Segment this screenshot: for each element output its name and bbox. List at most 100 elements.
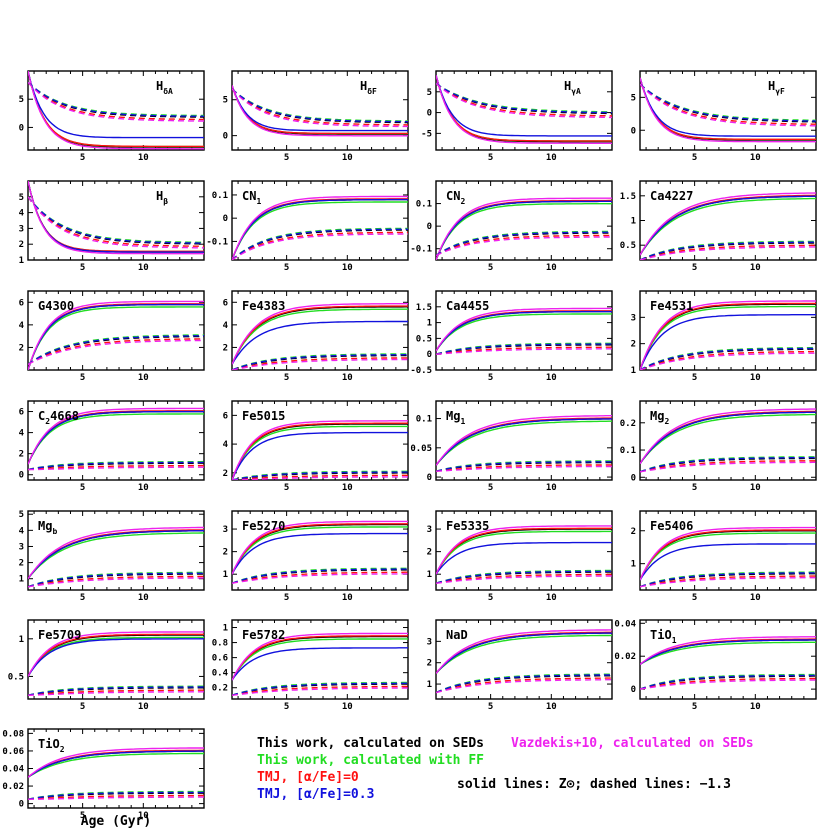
- panel-label: HδA: [156, 79, 173, 96]
- series-vaz-solid: [640, 408, 816, 465]
- y-tick-label: 0: [223, 214, 228, 224]
- panel-label: HγA: [564, 79, 581, 96]
- y-tick-label: 3: [427, 637, 432, 647]
- series-tmj03-solid: [28, 750, 204, 778]
- panel-tio-1: 5 10 0.04 0.02 0 TiO1: [614, 619, 817, 712]
- panel-fe5406: 5 10 2 1 Fe5406: [631, 510, 817, 603]
- series-vaz-solid: [28, 747, 204, 778]
- x-tick-label: 10: [342, 153, 353, 163]
- panel-frame: [435, 619, 613, 700]
- panel-fe4531: 5 10 3 2 1 Fe4531: [631, 290, 817, 383]
- y-tick-label: 4: [223, 321, 229, 331]
- panel-label-sub: γA: [571, 87, 581, 96]
- series-vaz-dashed: [232, 358, 408, 370]
- series-tmj03-solid: [28, 303, 204, 370]
- y-tick-label: 5: [19, 193, 24, 203]
- panel-label: Ca4455: [446, 299, 489, 313]
- x-tick-label: 10: [750, 373, 761, 383]
- series-vaz-solid: [640, 192, 816, 256]
- y-tick-label: 0.08: [2, 729, 24, 739]
- panel-frame: [231, 619, 409, 700]
- series-tmj0-dashed: [436, 573, 612, 584]
- series-tmj0-solid: [232, 635, 408, 681]
- x-tick-label: 10: [138, 153, 149, 163]
- panel-frame: [435, 70, 613, 151]
- series-ff-solid: [640, 641, 816, 666]
- series-tmj0-dashed: [232, 231, 408, 260]
- y-tick-label: 1: [427, 570, 432, 580]
- x-tick-label: 5: [284, 263, 289, 273]
- x-tick-label: 10: [750, 153, 761, 163]
- panel-label: Fe5335: [446, 519, 489, 533]
- series-tmj03-solid: [640, 411, 816, 465]
- series-tmj03-dashed: [232, 682, 408, 696]
- x-tick-label: 5: [284, 373, 289, 383]
- y-tick-label: 0: [427, 222, 432, 232]
- x-tick-label: 10: [750, 702, 761, 712]
- series-vaz-solid: [232, 195, 408, 260]
- y-tick-label: 0: [427, 350, 432, 360]
- series-vaz-solid: [232, 520, 408, 575]
- panel-label-sub: 1: [672, 636, 677, 645]
- y-tick-label: 0: [631, 685, 636, 695]
- y-tick-label: 0.04: [2, 765, 24, 775]
- series-tmj03-dashed: [436, 231, 612, 257]
- series-vaz-solid: [436, 197, 612, 260]
- y-tick-label: 2: [19, 450, 24, 460]
- x-tick-label: 5: [488, 483, 493, 493]
- y-tick-label: 5: [631, 93, 636, 103]
- series-sed-solid: [28, 71, 204, 148]
- panel-cn-1: 5 10 0.1 0 -0.1 CN1: [206, 180, 409, 273]
- x-tick-label: 10: [138, 702, 149, 712]
- series-tmj0-solid: [232, 422, 408, 480]
- series-ff-solid: [640, 413, 816, 465]
- series-sed-dashed: [436, 461, 612, 472]
- y-tick-label: 0.2: [620, 419, 636, 429]
- series-vaz-solid: [28, 300, 204, 370]
- x-tick-label: 5: [80, 373, 85, 383]
- panel-mg-1: 5 10 0.1 0.05 0 Mg1: [410, 400, 613, 493]
- panel-h-f: 5 10 5 0 HδF: [223, 70, 409, 163]
- series-tmj03-solid: [232, 320, 408, 365]
- series-tmj03-dashed: [232, 568, 408, 584]
- x-tick-label: 5: [80, 811, 85, 821]
- series-tmj0-dashed: [640, 83, 816, 125]
- x-tick-label: 10: [138, 263, 149, 273]
- series-ff-solid: [28, 71, 204, 148]
- series-tmj0-solid: [640, 77, 816, 140]
- series-ff-dashed: [28, 196, 204, 243]
- series-tmj03-solid: [232, 85, 408, 132]
- y-tick-label: 0.1: [212, 191, 228, 201]
- x-tick-label: 5: [80, 702, 85, 712]
- x-tick-label: 5: [692, 702, 697, 712]
- x-tick-label: 5: [488, 373, 493, 383]
- panel-label: G4300: [38, 299, 74, 313]
- x-tick-label: 10: [138, 811, 149, 821]
- y-tick-label: 1: [631, 217, 636, 227]
- series-sed-solid: [640, 77, 816, 141]
- y-tick-label: 3: [19, 542, 24, 552]
- series-ff-solid: [28, 306, 204, 370]
- panel-label: Ca4227: [650, 189, 693, 203]
- series-tmj03-solid: [436, 75, 612, 137]
- series-vaz-dashed: [436, 679, 612, 694]
- series-vaz-dashed: [640, 352, 816, 370]
- series-tmj0-dashed: [436, 82, 612, 117]
- panel-frame: [231, 400, 409, 481]
- series-ff-solid: [232, 201, 408, 260]
- series-tmj03-solid: [640, 195, 816, 256]
- panel-label: HγF: [768, 79, 785, 96]
- x-tick-label: 10: [546, 593, 557, 603]
- x-tick-label: 10: [750, 483, 761, 493]
- panel-label: Fe5406: [650, 519, 693, 533]
- legend-vaz: Vazdekis+10, calculated on SEDs: [511, 736, 754, 751]
- y-tick-label: 1: [631, 560, 636, 570]
- panel-label-sub: 2: [60, 745, 65, 754]
- y-tick-label: 3: [631, 313, 636, 323]
- series-tmj03-solid: [436, 418, 612, 466]
- series-ff-solid: [436, 530, 612, 575]
- x-tick-label: 5: [80, 263, 85, 273]
- x-tick-label: 5: [692, 593, 697, 603]
- series-vaz-dashed: [640, 83, 816, 127]
